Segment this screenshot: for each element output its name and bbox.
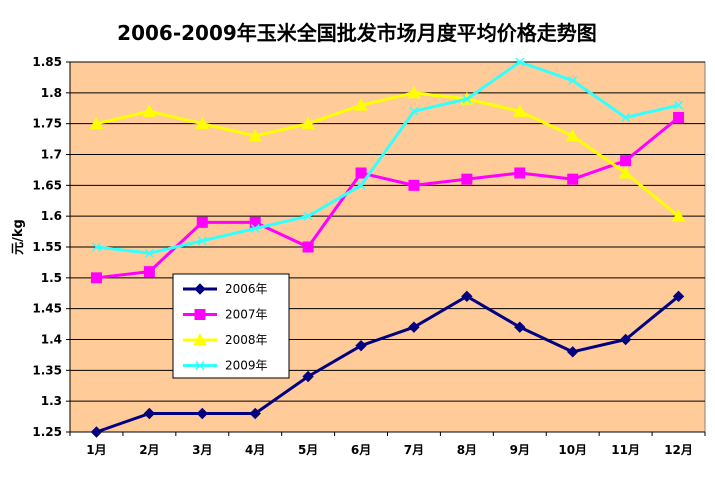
data-point [567, 173, 579, 185]
data-point [409, 106, 419, 116]
x-tick-label: 2月 [139, 443, 159, 457]
x-tick-label: 9月 [510, 443, 530, 457]
x-tick-label: 1月 [86, 443, 106, 457]
y-axis-label: 元/kg [11, 219, 26, 255]
data-point [620, 155, 632, 167]
data-point [407, 85, 421, 99]
data-point [143, 407, 156, 420]
data-point [302, 370, 314, 383]
y-tick-label: 1.35 [32, 363, 62, 377]
data-point [143, 266, 155, 278]
legend-marker [193, 332, 207, 346]
legend-label: 2009年 [225, 359, 268, 373]
data-point [674, 100, 684, 110]
x-tick-label: 7月 [404, 443, 424, 457]
x-tick-label: 12月 [664, 443, 693, 457]
legend-marker [194, 309, 206, 320]
y-tick-label: 1.4 [41, 333, 62, 347]
data-point [355, 339, 367, 352]
data-point [618, 165, 633, 179]
plot-area: 1.85 1.8 1.75 1.7 1.65 1.6 1.55 1.5 1.45 1.4 1.35 1… [32, 55, 706, 457]
legend-marker [194, 283, 206, 295]
legend-label: 2007年 [225, 308, 268, 322]
x-tick-label: 3月 [192, 443, 212, 457]
data-point [672, 290, 685, 303]
y-tick-label: 1.75 [32, 117, 62, 131]
y-tick-label: 1.7 [41, 148, 62, 162]
x-tick-label: 4月 [245, 443, 265, 457]
data-point [512, 104, 527, 117]
y-tick-label: 1.8 [41, 86, 62, 100]
legend-box [172, 273, 290, 379]
x-tick-label: 8月 [457, 443, 477, 457]
data-point [619, 333, 632, 346]
data-point [673, 112, 685, 123]
data-point [355, 167, 367, 179]
data-point [91, 242, 101, 252]
legend-marker [195, 360, 205, 371]
series-line-2008年 [96, 91, 680, 218]
data-point [567, 346, 579, 358]
y-tick-label: 1.65 [32, 178, 62, 192]
chart-title: 2006-2009年玉米全国批发市场月度平均价格走势图 [117, 21, 597, 45]
data-point [302, 241, 314, 253]
series-line-2007年 [96, 116, 680, 280]
data-point [248, 128, 263, 142]
data-point [514, 321, 526, 333]
data-point [408, 321, 420, 333]
data-point [196, 216, 208, 228]
data-point [90, 272, 102, 284]
x-tick-label: 6月 [351, 443, 371, 457]
series-line-2009年 [96, 60, 679, 255]
data-point [461, 173, 473, 185]
series-line-2006年 [95, 294, 680, 434]
data-point [356, 180, 366, 190]
x-tick-label: 11月 [611, 443, 640, 457]
data-point [514, 167, 526, 179]
data-point [354, 98, 368, 111]
data-point [671, 209, 686, 222]
data-point [142, 104, 157, 117]
data-point [197, 236, 207, 246]
data-point [301, 116, 315, 130]
data-point [565, 128, 580, 142]
data-point [621, 112, 631, 123]
data-point [90, 426, 103, 438]
data-point [303, 211, 313, 221]
data-point [515, 57, 525, 67]
y-tick-label: 1.5 [41, 271, 62, 285]
x-tick-label: 10月 [558, 443, 587, 457]
y-tick-label: 1.85 [32, 55, 62, 69]
data-point [89, 116, 104, 130]
y-tick-label: 1.6 [41, 209, 62, 223]
data-point [195, 116, 210, 130]
y-tick-label: 1.25 [32, 425, 62, 439]
data-point [568, 75, 578, 86]
legend-label: 2008年 [225, 333, 268, 347]
data-point [196, 407, 208, 420]
data-point [250, 223, 260, 234]
y-tick-label: 1.45 [32, 302, 62, 316]
data-point [249, 407, 261, 420]
y-tick-label: 1.3 [41, 394, 62, 408]
data-point [144, 248, 154, 258]
data-point [461, 290, 473, 303]
data-point [462, 94, 472, 104]
data-point [408, 179, 420, 191]
x-tick-label: 5月 [298, 443, 318, 457]
y-tick-label: 1.55 [32, 240, 62, 254]
legend-label: 2006年 [225, 282, 268, 296]
